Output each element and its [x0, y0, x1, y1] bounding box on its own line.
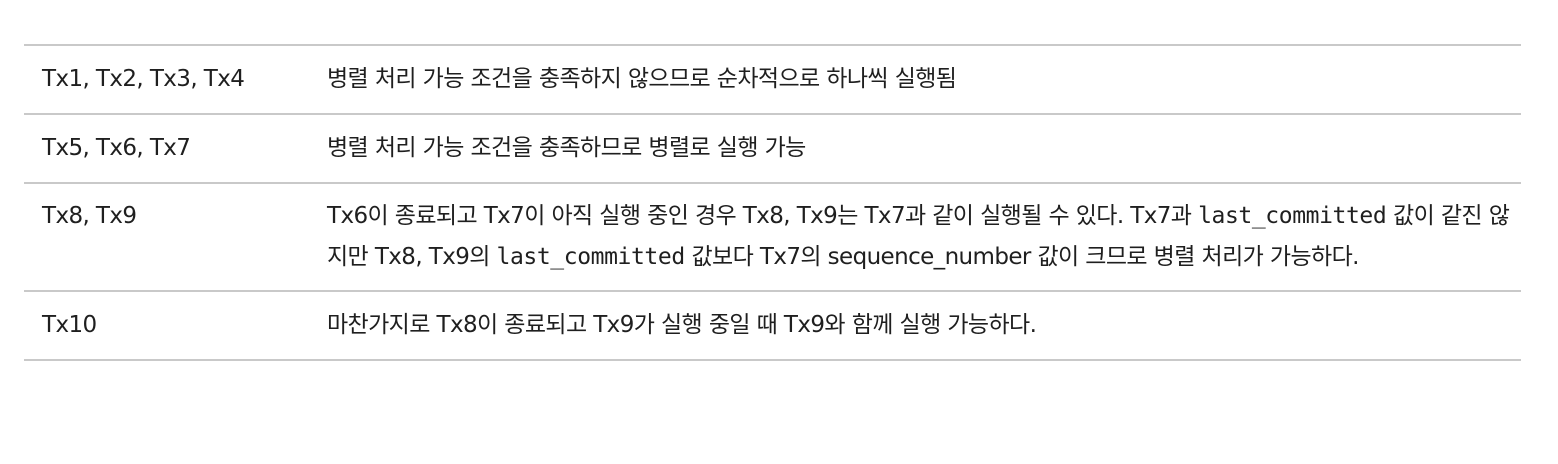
table-row: Tx8, Tx9 Tx6이 종료되고 Tx7이 아직 실행 중인 경우 Tx8,…: [24, 183, 1521, 291]
description-text: Tx6이 종료되고 Tx7이 아직 실행 중인 경우 Tx8, Tx9는 Tx7…: [327, 203, 1199, 229]
code-text: last_committed: [1198, 203, 1387, 229]
description-cell: 마찬가지로 Tx8이 종료되고 Tx9가 실행 중일 때 Tx9와 함께 실행 …: [327, 312, 1037, 338]
description-cell: 병렬 처리 가능 조건을 충족하므로 병렬로 실행 가능: [327, 135, 806, 161]
table-row: Tx1, Tx2, Tx3, Tx4 병렬 처리 가능 조건을 충족하지 않으므…: [24, 45, 1521, 114]
table-row: Tx10 마찬가지로 Tx8이 종료되고 Tx9가 실행 중일 때 Tx9와 함…: [24, 291, 1521, 360]
tx-cell: Tx1, Tx2, Tx3, Tx4: [42, 66, 245, 92]
table-row: Tx5, Tx6, Tx7 병렬 처리 가능 조건을 충족하므로 병렬로 실행 …: [24, 114, 1521, 183]
tx-cell: Tx8, Tx9: [42, 203, 137, 229]
description-cell: 병렬 처리 가능 조건을 충족하지 않으므로 순차적으로 하나씩 실행됨: [327, 66, 957, 92]
tx-cell: Tx10: [42, 312, 97, 338]
description-cell: Tx6이 종료되고 Tx7이 아직 실행 중인 경우 Tx8, Tx9는 Tx7…: [327, 183, 1521, 291]
description-text: 값보다 Tx7의 sequence_number 값이 크므로 병렬 처리가 가…: [684, 244, 1359, 270]
transaction-table: Tx1, Tx2, Tx3, Tx4 병렬 처리 가능 조건을 충족하지 않으므…: [24, 44, 1521, 361]
code-text: last_committed: [496, 244, 686, 270]
tx-cell: Tx5, Tx6, Tx7: [42, 135, 191, 161]
description-text: 값이 같진 않지만 Tx8, Tx9의: [327, 203, 1510, 270]
